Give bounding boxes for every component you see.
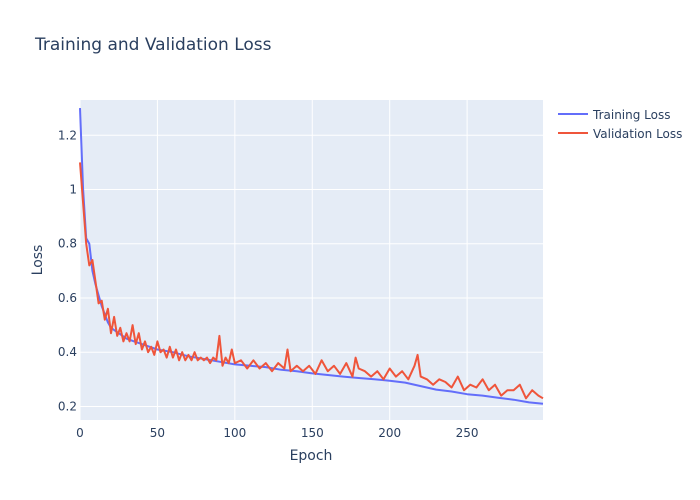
legend-item-training[interactable]: Training Loss [558,108,670,122]
series-line-validation[interactable] [79,162,544,400]
y-tick-label: 0.4 [58,345,77,359]
series-line-training[interactable] [79,108,544,405]
y-tick-label: 0.8 [58,237,77,251]
x-axis-title: Epoch [290,448,333,464]
y-axis-title: Loss [30,245,46,276]
y-tick-label: 1.2 [58,128,77,142]
plot-area [80,100,543,420]
legend-label-validation: Validation Loss [593,127,682,141]
x-tick-label: 200 [378,426,401,440]
series-layer [79,108,544,405]
x-tick-label: 50 [150,426,165,440]
chart-title: Training and Validation Loss [34,35,272,55]
grid-lines [79,100,543,420]
y-tick-label: 1 [69,182,77,196]
x-tick-label: 0 [76,426,84,440]
legend-label-training: Training Loss [592,108,670,122]
x-tick-label: 150 [301,426,324,440]
legend-item-validation[interactable]: Validation Loss [558,127,682,141]
y-tick-label: 0.6 [58,291,77,305]
axis-ticks: 0 50 100 150 200 250 0.2 0.4 0.6 0.8 1 1.2 [58,128,479,440]
x-tick-label: 250 [456,426,479,440]
y-tick-label: 0.2 [58,399,77,413]
legend[interactable]: Training Loss Validation Loss [558,108,682,141]
x-tick-label: 100 [223,426,246,440]
